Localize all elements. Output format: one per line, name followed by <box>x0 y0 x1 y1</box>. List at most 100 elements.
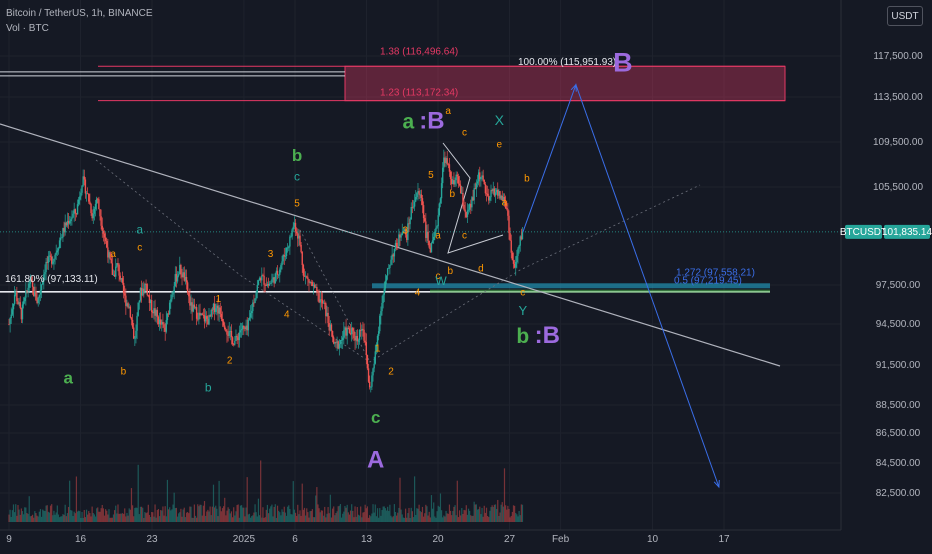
volume-bar <box>467 508 470 522</box>
wave-label: a <box>403 111 415 134</box>
candle-body <box>170 299 172 303</box>
volume-bar <box>21 511 24 522</box>
volume-bar <box>137 464 139 522</box>
volume-bar <box>284 512 286 522</box>
candle-body <box>63 228 65 233</box>
volume-bar <box>256 516 258 522</box>
candle-body <box>288 246 290 248</box>
volume-bar <box>105 509 107 522</box>
volume-bar <box>344 506 346 522</box>
volume-bar <box>493 504 495 522</box>
volume-bar <box>372 504 374 522</box>
volume-bar <box>263 517 265 522</box>
candle-body <box>17 301 19 305</box>
candle-body <box>184 277 187 281</box>
volume-bar <box>265 509 267 522</box>
volume-bar <box>151 511 153 522</box>
candle-body <box>329 324 332 331</box>
candle-body <box>286 247 289 249</box>
candle-body <box>144 283 146 292</box>
volume-bar <box>466 514 469 522</box>
candle-body <box>62 228 64 238</box>
volume-bar <box>255 512 257 522</box>
candle-body <box>21 304 24 320</box>
candle-body <box>226 331 228 335</box>
volume-bar <box>89 513 91 522</box>
candle-body <box>333 337 335 344</box>
volume-bar <box>337 506 339 522</box>
candle-body <box>211 309 214 311</box>
candle-body <box>319 299 321 303</box>
volume-bar <box>87 514 89 522</box>
candle-body <box>97 198 99 200</box>
candle-body <box>493 188 496 196</box>
volume-bar <box>440 510 443 522</box>
volume-bar <box>333 506 335 522</box>
volume-bar <box>35 513 37 522</box>
candle-body <box>362 328 364 330</box>
candle-body <box>10 314 12 318</box>
candle-body <box>120 278 123 280</box>
candle-body <box>177 274 180 276</box>
candle-body <box>39 290 42 295</box>
volume-bar <box>424 513 426 522</box>
candle-body <box>18 302 20 305</box>
volume-bar <box>388 510 390 522</box>
volume-bar <box>378 517 380 522</box>
y-tick-label: 86,500.00 <box>876 428 921 439</box>
volume-bar <box>237 504 239 522</box>
volume-bar <box>346 504 348 522</box>
candle-body <box>174 274 176 287</box>
volume-bar <box>73 511 75 522</box>
candle-body <box>240 329 243 331</box>
volume-bar <box>39 509 42 522</box>
volume-bar <box>460 515 462 522</box>
candle-body <box>26 290 28 292</box>
candle-body <box>345 327 347 336</box>
volume-bar <box>88 511 90 522</box>
volume-bar <box>249 517 252 522</box>
candle-body <box>474 188 476 190</box>
candle-body <box>471 197 473 208</box>
volume-bar <box>172 504 174 522</box>
candle-body <box>79 196 81 200</box>
volume-bar <box>29 516 31 522</box>
volume-bar <box>55 512 57 522</box>
candle-body <box>190 302 192 306</box>
volume-bar <box>217 516 219 522</box>
volume-bar <box>201 515 203 522</box>
volume-bar <box>403 517 406 522</box>
volume-bar <box>161 510 163 522</box>
wave-label: a <box>64 369 74 388</box>
volume-bar <box>133 516 135 522</box>
volume-bar <box>81 511 83 522</box>
volume-bar <box>91 506 93 522</box>
volume-bar <box>247 514 249 522</box>
candle-body <box>458 183 461 186</box>
candle-body <box>335 342 337 343</box>
candle-body <box>315 286 317 288</box>
candle-body <box>33 286 35 296</box>
wave-label: b <box>450 189 456 200</box>
candle-body <box>131 319 134 328</box>
candle-body <box>375 344 378 352</box>
x-tick-label: 23 <box>146 534 158 545</box>
volume-bar <box>471 516 473 522</box>
candle-body <box>317 291 319 294</box>
candle-body <box>372 368 374 376</box>
volume-bar <box>412 517 415 522</box>
candle-body <box>202 314 205 316</box>
currency-button[interactable]: USDT <box>887 6 923 26</box>
last-price-text: 101,835.14 <box>882 227 932 238</box>
volume-bar <box>309 511 311 522</box>
candle-body <box>139 287 142 301</box>
volume-bar <box>136 507 138 522</box>
candle-body <box>326 312 328 317</box>
candle-body <box>168 302 171 315</box>
y-tick-label: 88,500.00 <box>876 400 921 411</box>
volume-bar <box>457 517 460 522</box>
volume-bar <box>275 517 278 522</box>
